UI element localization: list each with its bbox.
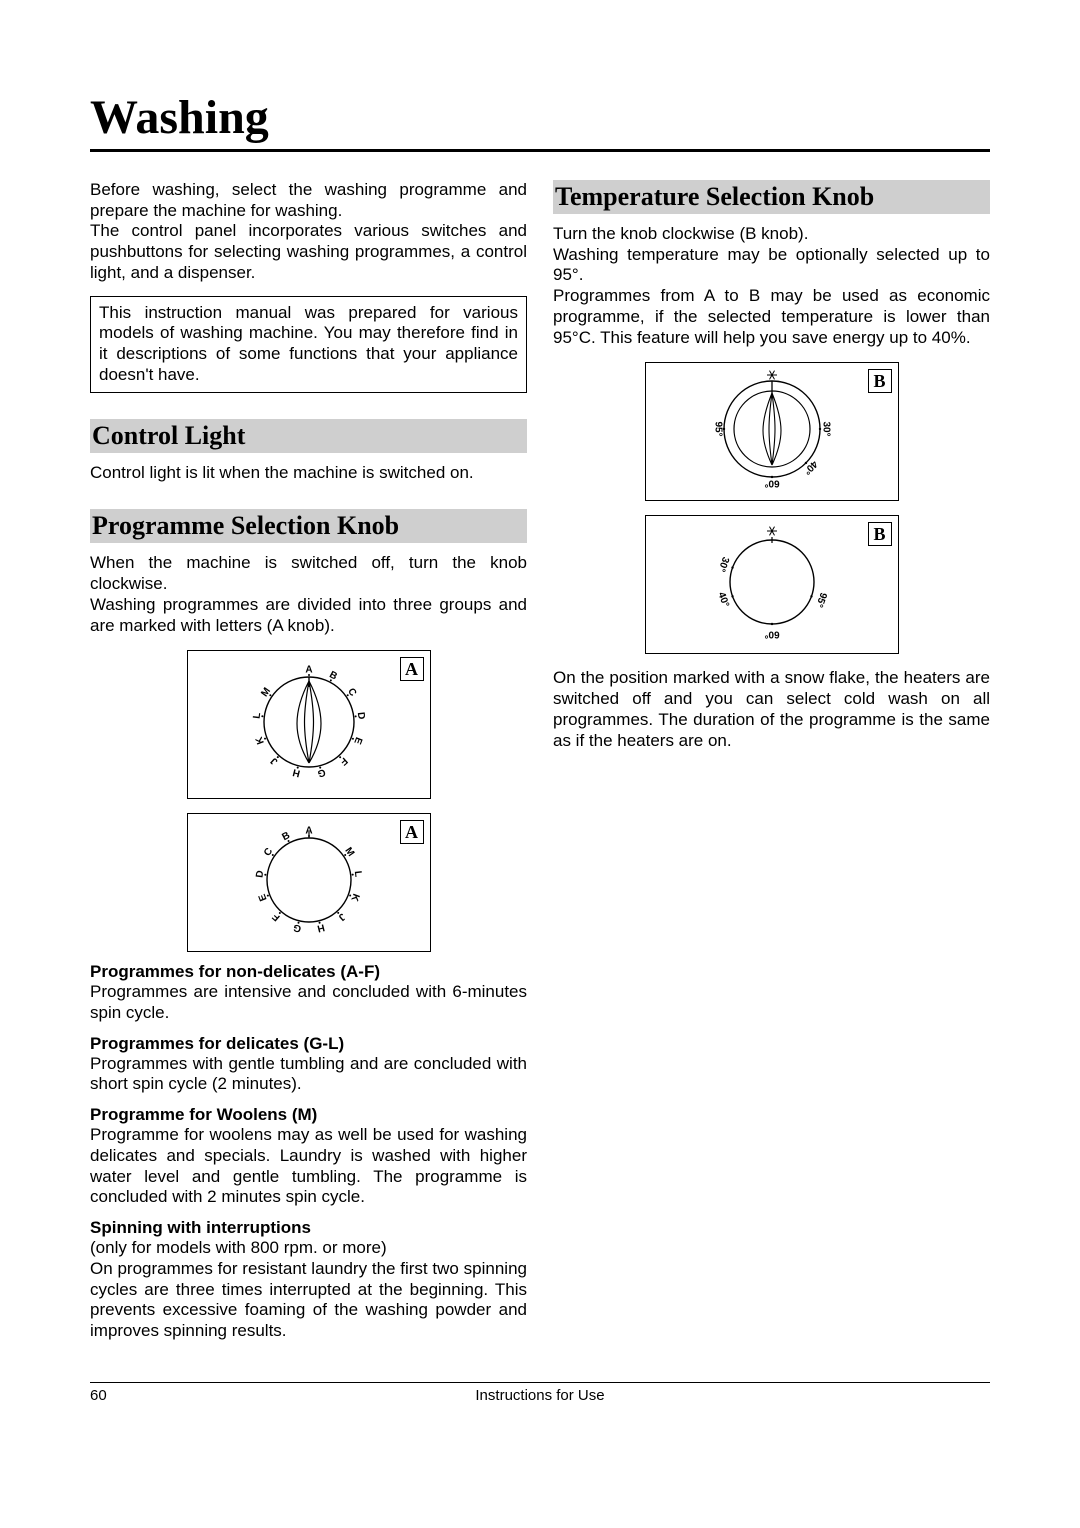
temp-p1: Turn the knob clockwise (B knob).	[553, 224, 990, 245]
svg-text:E: E	[351, 736, 364, 746]
svg-text:40°: 40°	[715, 591, 731, 609]
knob-b-svg-1: 95° 60° 40° 30°	[682, 369, 862, 489]
svg-text:30°: 30°	[820, 422, 831, 437]
knob-a-svg-2: ABCDEFGHJKLM	[224, 820, 394, 940]
svg-text:40°: 40°	[800, 458, 818, 476]
knob-a-label-box-2: A	[400, 820, 424, 844]
programme-knob-p1: When the machine is switched off, turn t…	[90, 553, 527, 594]
svg-text:95°: 95°	[712, 422, 723, 437]
knob-b-label-box-2: B	[868, 522, 892, 546]
footer: 60 Instructions for Use	[90, 1382, 990, 1404]
sub2-body: Programmes with gentle tumbling and are …	[90, 1054, 527, 1095]
svg-text:C: C	[345, 687, 358, 699]
knob-a-svg-1: ABCDEFGHJKLM	[224, 657, 394, 787]
sub1-title: Programmes for non-delicates (A-F)	[90, 962, 527, 982]
sub4-line: (only for models with 800 rpm. or more)	[90, 1238, 527, 1259]
knob-b-figure-2: B 30° 40° 60° 95°	[553, 515, 990, 654]
svg-text:F: F	[270, 911, 282, 923]
sub4-body: On programmes for resistant laundry the …	[90, 1259, 527, 1342]
svg-text:B: B	[280, 830, 292, 843]
svg-text:C: C	[262, 846, 275, 858]
sub4-title: Spinning with interruptions	[90, 1218, 527, 1238]
left-column: Before washing, select the washing progr…	[90, 180, 527, 1342]
svg-text:L: L	[351, 871, 363, 878]
programme-knob-heading: Programme Selection Knob	[90, 509, 527, 543]
svg-text:A: A	[305, 665, 312, 676]
sub2-title: Programmes for delicates (G-L)	[90, 1034, 527, 1054]
sub1-body: Programmes are intensive and concluded w…	[90, 982, 527, 1023]
svg-text:B: B	[327, 670, 339, 683]
sub3-body: Programme for woolens may as well be use…	[90, 1125, 527, 1208]
svg-text:G: G	[292, 922, 302, 935]
footer-page-number: 60	[90, 1387, 150, 1404]
temp-p3: Programmes from A to B may be used as ec…	[553, 286, 990, 348]
svg-text:L: L	[251, 712, 263, 719]
temp-knob-heading: Temperature Selection Knob	[553, 180, 990, 214]
programme-knob-p2: Washing programmes are divided into thre…	[90, 595, 527, 636]
note-box: This instruction manual was prepared for…	[90, 296, 527, 393]
control-light-p1: Control light is lit when the machine is…	[90, 463, 527, 484]
knob-b-svg-2: 30° 40° 60° 95°	[682, 522, 862, 642]
right-column: Temperature Selection Knob Turn the knob…	[553, 180, 990, 1342]
svg-text:G: G	[316, 767, 326, 780]
svg-text:K: K	[253, 735, 266, 746]
knob-a-figure-1: A ABCDEFGHJKLM	[90, 650, 527, 799]
temp-p4: On the position marked with a snow flake…	[553, 668, 990, 751]
temp-p2: Washing temperature may be optionally se…	[553, 245, 990, 286]
sub3-title: Programme for Woolens (M)	[90, 1105, 527, 1125]
footer-text: Instructions for Use	[150, 1387, 930, 1404]
knob-a-label-box-1: A	[400, 657, 424, 681]
intro-p2: The control panel incorporates various s…	[90, 221, 527, 283]
svg-text:60°: 60°	[764, 478, 779, 489]
page-title: Washing	[90, 90, 990, 145]
svg-text:H: H	[315, 922, 325, 934]
svg-text:E: E	[256, 892, 269, 902]
two-column-layout: Before washing, select the washing progr…	[90, 180, 990, 1342]
control-light-heading: Control Light	[90, 419, 527, 453]
svg-text:H: H	[291, 767, 301, 779]
svg-text:95°: 95°	[813, 591, 829, 609]
svg-text:D: D	[354, 712, 366, 721]
footer-rule	[90, 1382, 990, 1383]
svg-text:F: F	[337, 755, 349, 767]
intro-p1: Before washing, select the washing progr…	[90, 180, 527, 221]
knob-b-figure-1: B 95° 60° 40° 30°	[553, 362, 990, 501]
svg-text:K: K	[348, 892, 361, 903]
svg-text:D: D	[254, 870, 266, 879]
knob-b-label-box-1: B	[868, 369, 892, 393]
svg-text:30°: 30°	[715, 556, 731, 574]
title-rule	[90, 149, 990, 152]
svg-text:60°: 60°	[764, 629, 779, 640]
knob-a-figure-2: A ABCDEFGHJKLM	[90, 813, 527, 952]
